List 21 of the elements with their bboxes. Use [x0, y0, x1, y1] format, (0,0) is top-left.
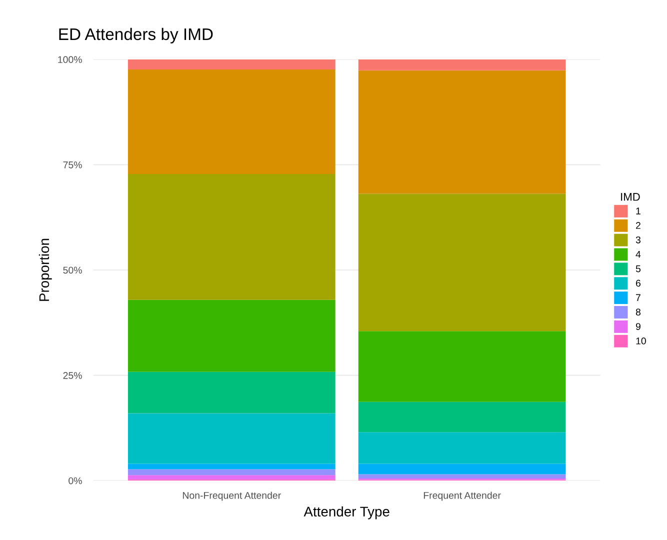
legend-label: 8 — [636, 308, 640, 316]
x-axis-title: Attender Type — [304, 506, 390, 520]
x-tick-label: Non-Frequent Attender — [182, 492, 281, 501]
y-tick-label: 75% — [63, 161, 82, 168]
y-tick-label: 50% — [63, 266, 82, 274]
legend-label: 2 — [636, 222, 640, 229]
y-tick-label: 100% — [58, 56, 82, 64]
legend-label: 10 — [636, 338, 646, 344]
x-tick-label: Frequent Attender — [424, 492, 501, 501]
legend-label: 5 — [636, 265, 641, 272]
y-tick-label: 0% — [68, 477, 82, 484]
chart-title: ED Attenders by IMD — [59, 28, 213, 44]
legend-label: 9 — [636, 323, 640, 330]
legend-label: 7 — [636, 294, 640, 301]
y-axis-title: Proportion — [38, 238, 52, 301]
legend-title: IMD — [621, 193, 640, 201]
legend-label: 4 — [636, 250, 641, 258]
y-tick-label: 25% — [63, 372, 82, 379]
legend-label: 6 — [636, 280, 640, 287]
legend-label: 3 — [636, 236, 640, 244]
legend-label: 1 — [636, 208, 640, 214]
